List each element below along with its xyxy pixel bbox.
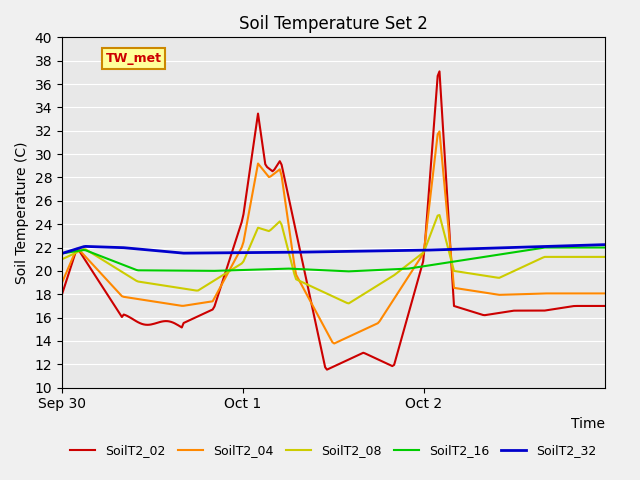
SoilT2_32	[380, 248, 387, 254]
SoilT2_04	[381, 310, 389, 316]
SoilT2_32	[515, 244, 523, 250]
SoilT2_04	[554, 290, 561, 296]
Text: TW_met: TW_met	[106, 52, 161, 65]
SoilT2_02	[519, 308, 527, 313]
SoilT2_16	[381, 267, 389, 273]
SoilT2_08	[345, 300, 353, 306]
SoilT2_04	[436, 129, 444, 134]
SoilT2_08	[601, 254, 609, 260]
SoilT2_04	[601, 290, 609, 296]
SoilT2_02	[392, 356, 400, 361]
SoilT2_08	[381, 278, 389, 284]
SoilT2_04	[60, 276, 68, 281]
SoilT2_02	[436, 69, 444, 74]
SoilT2_02	[554, 306, 561, 312]
Y-axis label: Soil Temperature (C): Soil Temperature (C)	[15, 141, 29, 284]
SoilT2_16	[541, 245, 548, 251]
SoilT2_16	[392, 266, 400, 272]
SoilT2_08	[554, 254, 561, 260]
SoilT2_16	[58, 251, 66, 256]
Line: SoilT2_04: SoilT2_04	[62, 132, 605, 344]
SoilT2_08	[436, 212, 444, 218]
SoilT2_32	[381, 248, 389, 254]
SoilT2_16	[554, 245, 561, 251]
SoilT2_08	[58, 256, 66, 262]
SoilT2_32	[58, 251, 66, 256]
SoilT2_08	[383, 277, 390, 283]
SoilT2_08	[519, 264, 527, 270]
SoilT2_02	[60, 286, 68, 291]
SoilT2_16	[601, 245, 609, 251]
X-axis label: Time: Time	[571, 417, 605, 431]
SoilT2_02	[383, 360, 390, 366]
SoilT2_04	[58, 280, 66, 286]
SoilT2_08	[60, 255, 68, 261]
SoilT2_04	[383, 307, 390, 313]
SoilT2_16	[60, 250, 68, 256]
SoilT2_02	[58, 291, 66, 297]
Line: SoilT2_16: SoilT2_16	[62, 248, 605, 271]
SoilT2_02	[601, 303, 609, 309]
SoilT2_16	[517, 248, 525, 254]
SoilT2_32	[601, 242, 609, 248]
SoilT2_32	[390, 248, 398, 253]
Line: SoilT2_02: SoilT2_02	[62, 72, 605, 370]
Legend: SoilT2_02, SoilT2_04, SoilT2_08, SoilT2_16, SoilT2_32: SoilT2_02, SoilT2_04, SoilT2_08, SoilT2_…	[65, 440, 602, 463]
SoilT2_16	[383, 267, 390, 273]
SoilT2_08	[392, 271, 400, 276]
SoilT2_04	[392, 293, 400, 299]
SoilT2_04	[330, 341, 338, 347]
Title: Soil Temperature Set 2: Soil Temperature Set 2	[239, 15, 428, 33]
SoilT2_16	[345, 268, 353, 274]
Line: SoilT2_32: SoilT2_32	[62, 245, 605, 253]
SoilT2_32	[60, 250, 68, 256]
SoilT2_02	[381, 360, 389, 366]
SoilT2_32	[550, 243, 557, 249]
Line: SoilT2_08: SoilT2_08	[62, 215, 605, 303]
SoilT2_04	[519, 291, 527, 297]
SoilT2_02	[323, 367, 331, 372]
